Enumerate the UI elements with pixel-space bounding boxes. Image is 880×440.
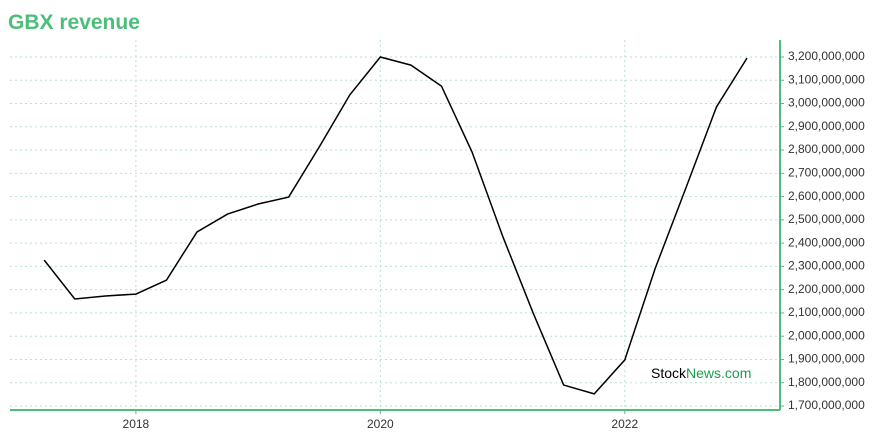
y-tick-label: 2,500,000,000 bbox=[788, 212, 865, 226]
chart-title: GBX revenue bbox=[8, 11, 140, 34]
y-tick-label: 1,900,000,000 bbox=[788, 352, 865, 366]
y-tick-label: 2,100,000,000 bbox=[788, 305, 865, 319]
watermark: StockNews.com bbox=[651, 365, 751, 381]
series-line bbox=[43, 56, 748, 395]
y-tick-label: 2,200,000,000 bbox=[788, 282, 865, 296]
x-tick-label: 2020 bbox=[367, 417, 394, 431]
y-tick-label: 2,300,000,000 bbox=[788, 259, 865, 273]
y-tick-label: 2,000,000,000 bbox=[788, 328, 865, 342]
y-tick-label: 2,600,000,000 bbox=[788, 189, 865, 203]
watermark-news: News.com bbox=[686, 365, 751, 381]
x-tick-label: 2022 bbox=[611, 417, 638, 431]
y-tick-label: 2,900,000,000 bbox=[788, 119, 865, 133]
y-tick-label: 2,700,000,000 bbox=[788, 165, 865, 179]
x-tick-label: 2018 bbox=[123, 417, 150, 431]
y-tick-label: 1,700,000,000 bbox=[788, 398, 865, 412]
y-tick-label: 2,800,000,000 bbox=[788, 142, 865, 156]
watermark-stock: Stock bbox=[651, 365, 687, 381]
y-tick-label: 1,800,000,000 bbox=[788, 375, 865, 389]
y-tick-label: 3,100,000,000 bbox=[788, 72, 865, 86]
y-tick-label: 2,400,000,000 bbox=[788, 235, 865, 249]
y-tick-label: 3,000,000,000 bbox=[788, 96, 865, 110]
y-tick-label: 3,200,000,000 bbox=[788, 49, 865, 63]
